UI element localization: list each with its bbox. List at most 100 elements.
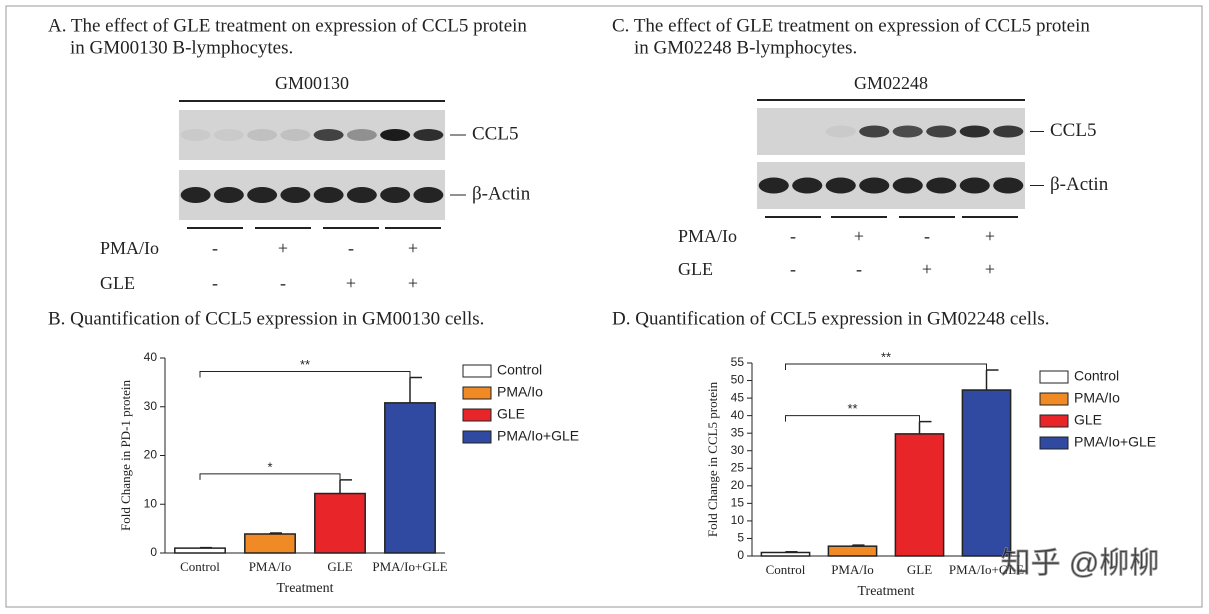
bar [244, 533, 296, 554]
row-label: PMA/Io [678, 226, 737, 246]
sign: + [854, 226, 864, 246]
panel-title: A. The effect of GLE treatment on expres… [48, 15, 527, 36]
band [380, 187, 411, 203]
band [313, 129, 344, 141]
panel-title: C. The effect of GLE treatment on expres… [612, 15, 1090, 36]
band [180, 129, 211, 141]
x-tick-label: PMA/Io [831, 562, 874, 577]
panel-title: in GM02248 B-lymphocytes. [634, 37, 857, 58]
y-tick-label: 0 [737, 548, 744, 562]
x-axis-label: Treatment [857, 584, 914, 599]
x-tick-label: PMA/Io [249, 559, 292, 574]
band [247, 129, 278, 141]
y-tick-label: 50 [731, 373, 745, 387]
band [993, 125, 1024, 138]
legend-label: Control [1074, 368, 1119, 384]
y-tick-label: 15 [731, 496, 745, 510]
legend-label: PMA/Io [1074, 390, 1120, 406]
sign: - [212, 273, 218, 293]
y-tick-label: 20 [731, 478, 745, 492]
significance-bracket [785, 415, 920, 422]
y-tick-label: 30 [144, 399, 158, 413]
band [247, 187, 278, 203]
panel-title: in GM00130 B-lymphocytes. [70, 37, 293, 58]
y-tick-label: 20 [144, 448, 158, 462]
y-tick-label: 45 [731, 390, 745, 404]
band [892, 125, 923, 138]
bar [961, 389, 1012, 557]
y-tick-label: 35 [731, 425, 745, 439]
band [313, 187, 344, 203]
significance-label: ** [847, 401, 857, 416]
bar [174, 547, 226, 554]
bar [384, 402, 436, 554]
sign: - [790, 259, 796, 279]
chart-title: D. Quantification of CCL5 expression in … [612, 308, 1049, 329]
band [959, 125, 990, 138]
y-tick-label: 10 [731, 513, 745, 527]
legend-label: PMA/Io+GLE [497, 428, 579, 444]
band [280, 187, 311, 203]
legend-swatch [462, 386, 492, 400]
watermark: 知乎 @柳柳 [1001, 547, 1160, 580]
band-label: CCL5 [1050, 120, 1096, 141]
significance-bracket [199, 473, 341, 480]
band [180, 187, 211, 203]
legend-swatch [1039, 436, 1069, 450]
y-tick-label: 30 [731, 443, 745, 457]
x-tick-label: Control [180, 559, 220, 574]
band [859, 125, 890, 138]
legend-swatch [462, 430, 492, 444]
sign: - [280, 273, 286, 293]
sign: + [346, 273, 356, 293]
bar [314, 492, 366, 554]
sign: + [278, 238, 288, 258]
significance-bracket [785, 363, 987, 371]
band [892, 177, 923, 194]
band [213, 187, 244, 203]
row-label: PMA/Io [100, 238, 159, 258]
band [859, 177, 890, 194]
band-label: β-Actin [472, 183, 531, 204]
band [926, 177, 957, 194]
significance-label: * [267, 459, 272, 474]
x-tick-label: PMA/Io+GLE [949, 562, 1024, 577]
legend-label: PMA/Io [497, 384, 543, 400]
band [413, 129, 444, 141]
band [346, 187, 377, 203]
legend-label: GLE [497, 406, 525, 422]
y-tick-label: 25 [731, 460, 745, 474]
row-label: GLE [678, 259, 713, 279]
x-tick-label: PMA/Io+GLE [372, 559, 447, 574]
legend-swatch [1039, 370, 1069, 384]
x-axis-label: Treatment [276, 581, 333, 596]
chart-title: B. Quantification of CCL5 expression in … [48, 308, 484, 329]
sign: - [212, 238, 218, 258]
y-tick-label: 10 [144, 496, 158, 510]
cell-line: GM00130 [275, 73, 349, 93]
sign: + [985, 259, 995, 279]
y-axis-label: Fold Change in PD-1 protein [118, 380, 133, 531]
sign: + [985, 226, 995, 246]
significance-bracket [199, 371, 411, 378]
band-label: β-Actin [1050, 174, 1109, 195]
y-tick-label: 40 [144, 350, 158, 364]
band [825, 177, 856, 194]
band [280, 129, 311, 141]
legend-swatch [1039, 414, 1069, 428]
band [413, 187, 444, 203]
bar [827, 545, 878, 557]
sign: + [922, 259, 932, 279]
legend-swatch [462, 408, 492, 422]
row-label: GLE [100, 273, 135, 293]
x-tick-label: GLE [327, 559, 352, 574]
x-tick-label: Control [766, 562, 806, 577]
bar [894, 433, 945, 557]
band [959, 177, 990, 194]
legend-swatch [1039, 392, 1069, 406]
legend-label: PMA/Io+GLE [1074, 434, 1156, 450]
band [380, 129, 411, 141]
band-label: CCL5 [472, 123, 518, 144]
sign: - [348, 238, 354, 258]
band [926, 125, 957, 138]
